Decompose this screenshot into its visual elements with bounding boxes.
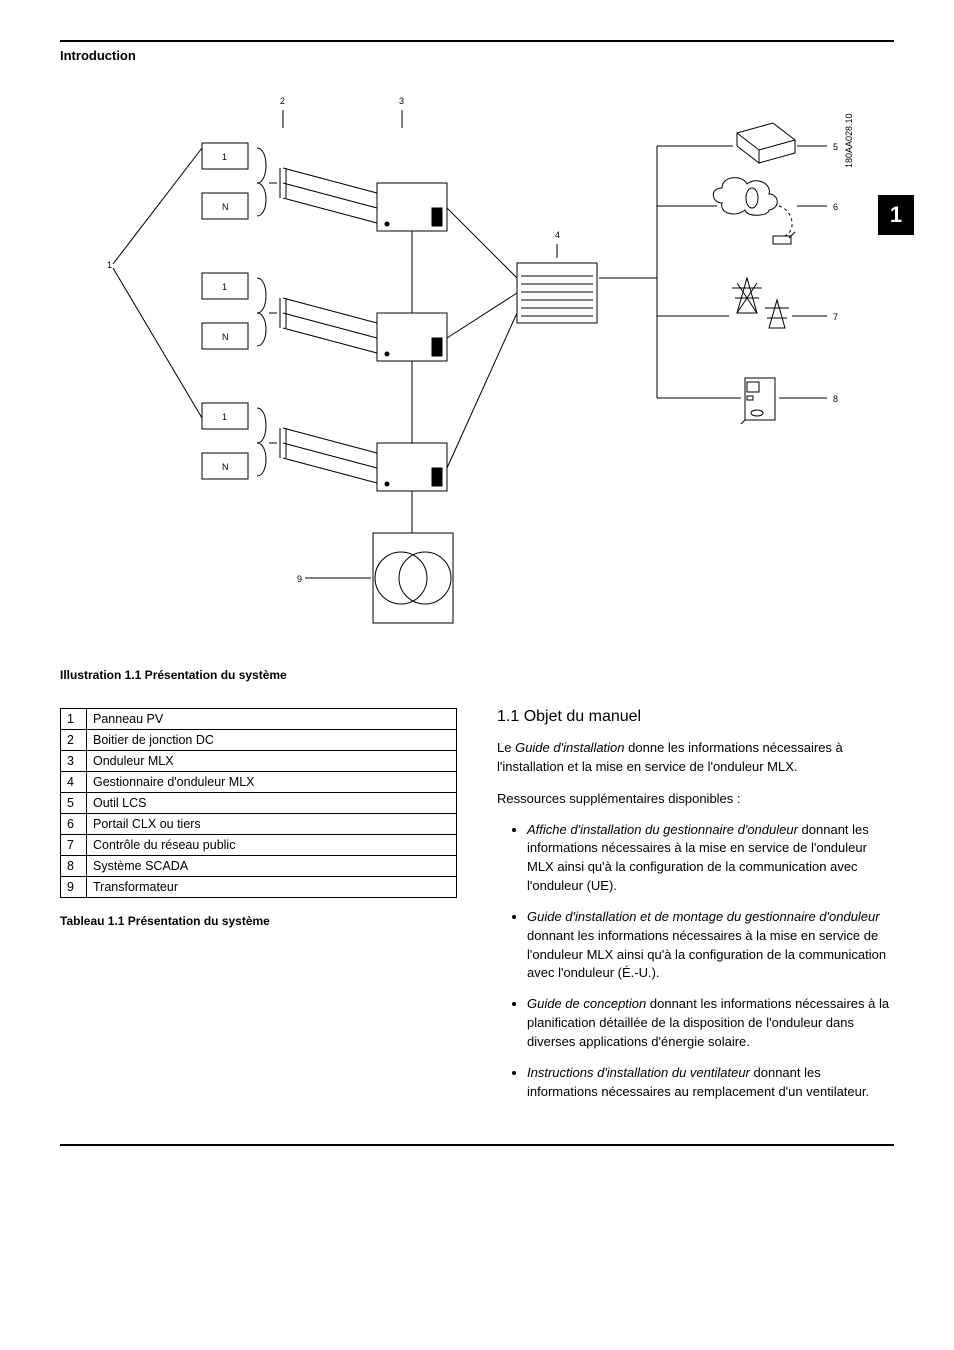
list-item: Guide de conception donnant les informat… bbox=[527, 995, 894, 1052]
table-row: 8Système SCADA bbox=[61, 856, 457, 877]
resources-list: Affiche d'installation du gestionnaire d… bbox=[497, 821, 894, 1102]
chapter-tab: 1 bbox=[878, 195, 914, 235]
system-diagram: 180AA028.10 1 1 N 1 N bbox=[97, 88, 857, 648]
svg-text:N: N bbox=[222, 332, 229, 342]
table-row: 2Boitier de jonction DC bbox=[61, 730, 457, 751]
table-row: 5Outil LCS bbox=[61, 793, 457, 814]
resources-line: Ressources supplémentaires disponibles : bbox=[497, 790, 894, 809]
svg-text:N: N bbox=[222, 202, 229, 212]
page-header: Introduction bbox=[60, 48, 894, 63]
svg-text:3: 3 bbox=[399, 96, 404, 106]
table-caption: Tableau 1.1 Présentation du système bbox=[60, 914, 457, 928]
table-row: 3Onduleur MLX bbox=[61, 751, 457, 772]
svg-text:5: 5 bbox=[833, 142, 838, 152]
table-row: 7Contrôle du réseau public bbox=[61, 835, 457, 856]
figure-caption: Illustration 1.1 Présentation du système bbox=[60, 668, 894, 682]
list-item: Affiche d'installation du gestionnaire d… bbox=[527, 821, 894, 896]
list-item: Instructions d'installation du ventilate… bbox=[527, 1064, 894, 1102]
legend-table: 1Panneau PV2Boitier de jonction DC3Ondul… bbox=[60, 708, 457, 898]
table-row: 1Panneau PV bbox=[61, 709, 457, 730]
table-row: 9Transformateur bbox=[61, 877, 457, 898]
svg-text:9: 9 bbox=[297, 574, 302, 584]
list-item: Guide d'installation et de montage du ge… bbox=[527, 908, 894, 983]
figure-refcode: 180AA028.10 bbox=[844, 113, 854, 168]
svg-text:N: N bbox=[222, 462, 229, 472]
svg-text:1: 1 bbox=[107, 260, 112, 270]
section-heading: 1.1 Objet du manuel bbox=[497, 708, 894, 726]
svg-text:1: 1 bbox=[222, 282, 227, 292]
intro-paragraph: Le Guide d'installation donne les inform… bbox=[497, 739, 894, 777]
svg-text:1: 1 bbox=[222, 412, 227, 422]
svg-text:1: 1 bbox=[222, 152, 227, 162]
svg-text:2: 2 bbox=[280, 96, 285, 106]
svg-text:7: 7 bbox=[833, 312, 838, 322]
svg-text:8: 8 bbox=[833, 394, 838, 404]
svg-text:4: 4 bbox=[555, 230, 560, 240]
table-row: 6Portail CLX ou tiers bbox=[61, 814, 457, 835]
svg-text:6: 6 bbox=[833, 202, 838, 212]
table-row: 4Gestionnaire d'onduleur MLX bbox=[61, 772, 457, 793]
